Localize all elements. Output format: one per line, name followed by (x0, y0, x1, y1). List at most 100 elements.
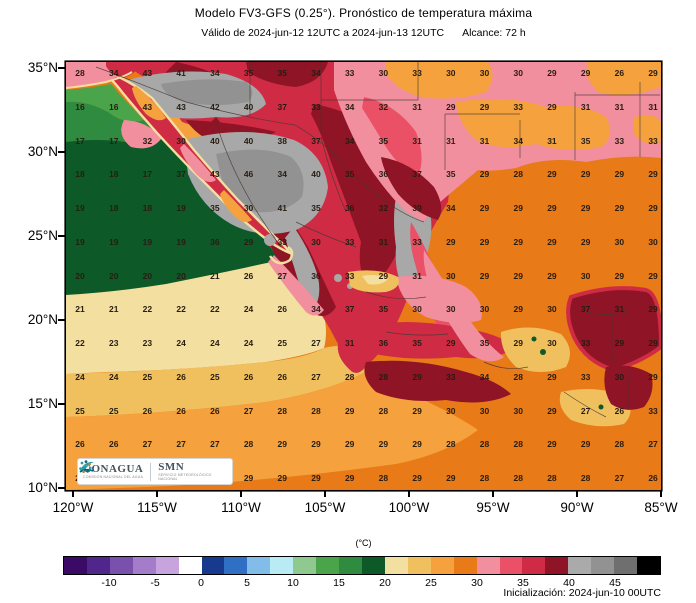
grid-temperature-value: 43 (210, 169, 220, 180)
grid-temperature-value: 29 (344, 473, 355, 483)
grid-temperature-value: 33 (344, 68, 355, 78)
colorbar-segment (132, 557, 156, 574)
grid-temperature-value: 29 (446, 101, 456, 112)
grid-temperature-value: 31 (648, 101, 658, 112)
lat-tick-mark (58, 487, 65, 489)
grid-temperature-value: 28 (547, 473, 557, 483)
grid-temperature-value: 35 (311, 203, 321, 213)
grid-temperature-value: 37 (344, 304, 355, 315)
grid-temperature-value: 16 (75, 101, 85, 112)
grid-temperature-value: 28 (378, 405, 389, 416)
lon-tick-mark (408, 491, 410, 497)
grid-temperature-value: 30 (614, 371, 625, 382)
page-title: Modelo FV3-GFS (0.25°). Pronóstico de te… (194, 6, 533, 20)
lon-tick-mark (72, 491, 74, 497)
grid-temperature-value: 27 (210, 439, 220, 450)
colorbar-segment (453, 557, 477, 574)
lon-tick-mark (156, 491, 158, 497)
grid-temperature-value: 43 (142, 101, 153, 112)
grid-temperature-value: 24 (210, 338, 220, 348)
grid-temperature-value: 26 (243, 371, 254, 382)
grid-temperature-value: 31 (412, 135, 422, 146)
grid-temperature-value: 29 (412, 439, 422, 450)
grid-temperature-value: 18 (75, 169, 85, 180)
lon-tick-mark (240, 491, 242, 497)
agency-logo-box: CONAGUA COMISIÓN NACIONAL DEL AGUA SMN S… (77, 458, 233, 485)
grid-temperature-value: 33 (648, 135, 658, 146)
grid-temperature-value: 30 (547, 338, 557, 348)
grid-temperature-value: 30 (580, 270, 591, 281)
grid-temperature-value: 29 (277, 439, 287, 450)
grid-temperature-value: 29 (648, 68, 658, 78)
grid-temperature-value: 46 (243, 169, 254, 180)
grid-temperature-value: 30 (513, 405, 523, 416)
grid-temperature-value: 28 (513, 473, 523, 483)
smn-tagline: SERVICIO METEOROLÓGICO NACIONAL (158, 473, 212, 481)
grid-temperature-value: 29 (513, 270, 523, 281)
grid-temperature-value: 25 (210, 371, 220, 382)
grid-temperature-value: 26 (176, 371, 186, 382)
colorbar-segment (591, 557, 615, 574)
colorbar-segment (64, 557, 87, 574)
grid-temperature-value: 33 (580, 338, 591, 348)
grid-temperature-value: 35 (210, 203, 220, 213)
lat-tick-label: 30°N (27, 144, 58, 159)
grid-temperature-value: 19 (75, 203, 85, 213)
grid-temperature-value: 28 (479, 473, 490, 483)
colorbar-segment (109, 557, 133, 574)
grid-temperature-value: 30 (446, 304, 456, 315)
grid-temperature-value: 29 (412, 473, 422, 483)
colorbar-segment (86, 557, 110, 574)
grid-temperature-value: 28 (311, 405, 321, 416)
grid-temperature-value: 35 (344, 169, 355, 180)
grid-temperature-value: 30 (479, 68, 490, 78)
grid-temperature-value: 27 (311, 371, 321, 382)
grid-temperature-value: 26 (108, 439, 119, 450)
grid-temperature-value: 29 (446, 338, 456, 348)
grid-temperature-value: 21 (75, 304, 85, 315)
grid-temperature-value: 22 (210, 304, 220, 315)
grid-temperature-value: 29 (547, 169, 557, 180)
grid-temperature-value: 19 (142, 236, 153, 247)
grid-temperature-value: 34 (311, 68, 321, 78)
lon-tick-mark (492, 491, 494, 497)
grid-temperature-value: 33 (412, 68, 422, 78)
grid-temperature-value: 29 (243, 236, 254, 247)
grid-temperature-value: 24 (243, 338, 254, 348)
temperature-grid: 28 34 43 41 34 35 35 34 33 30 33 30 30 30 29 29 26 29 16 16… (66, 62, 661, 490)
grid-temperature-value: 30 (243, 203, 254, 213)
grid-temperature-value: 29 (513, 338, 523, 348)
grid-temperature-value: 26 (243, 270, 254, 281)
grid-temperature-value: 40 (210, 135, 220, 146)
grid-temperature-value: 27 (243, 405, 254, 416)
grid-temperature-value: 37 (580, 304, 591, 315)
colorbar-tick-label: -10 (101, 577, 117, 589)
grid-temperature-value: 24 (75, 371, 85, 382)
lat-tick-mark (58, 319, 65, 321)
grid-temperature-value: 34 (311, 304, 321, 315)
grid-temperature-value: 29 (648, 371, 658, 382)
grid-temperature-value: 34 (446, 203, 456, 213)
grid-temperature-value: 33 (513, 101, 523, 112)
grid-temperature-value: 40 (311, 169, 321, 180)
grid-temperature-value: 37 (412, 169, 422, 180)
grid-temperature-value: 36 (210, 236, 220, 247)
lat-tick-mark (58, 235, 65, 237)
grid-temperature-value: 32 (378, 203, 389, 213)
grid-temperature-value: 36 (378, 338, 389, 348)
grid-temperature-value: 22 (75, 338, 85, 348)
grid-temperature-value: 38 (277, 135, 287, 146)
grid-temperature-value: 29 (479, 236, 490, 247)
smn-logo-icon (79, 460, 92, 473)
grid-temperature-value: 29 (378, 270, 389, 281)
grid-temperature-value: 23 (108, 338, 119, 348)
colorbar-segment (499, 557, 523, 574)
grid-temperature-value: 29 (614, 270, 625, 281)
grid-temperature-value: 36 (311, 270, 321, 281)
grid-temperature-value: 29 (277, 473, 287, 483)
grid-temperature-value: 17 (142, 169, 153, 180)
grid-temperature-value: 34 (513, 135, 523, 146)
grid-temperature-value: 30 (547, 304, 557, 315)
grid-temperature-value: 29 (479, 101, 490, 112)
grid-temperature-value: 30 (176, 135, 186, 146)
